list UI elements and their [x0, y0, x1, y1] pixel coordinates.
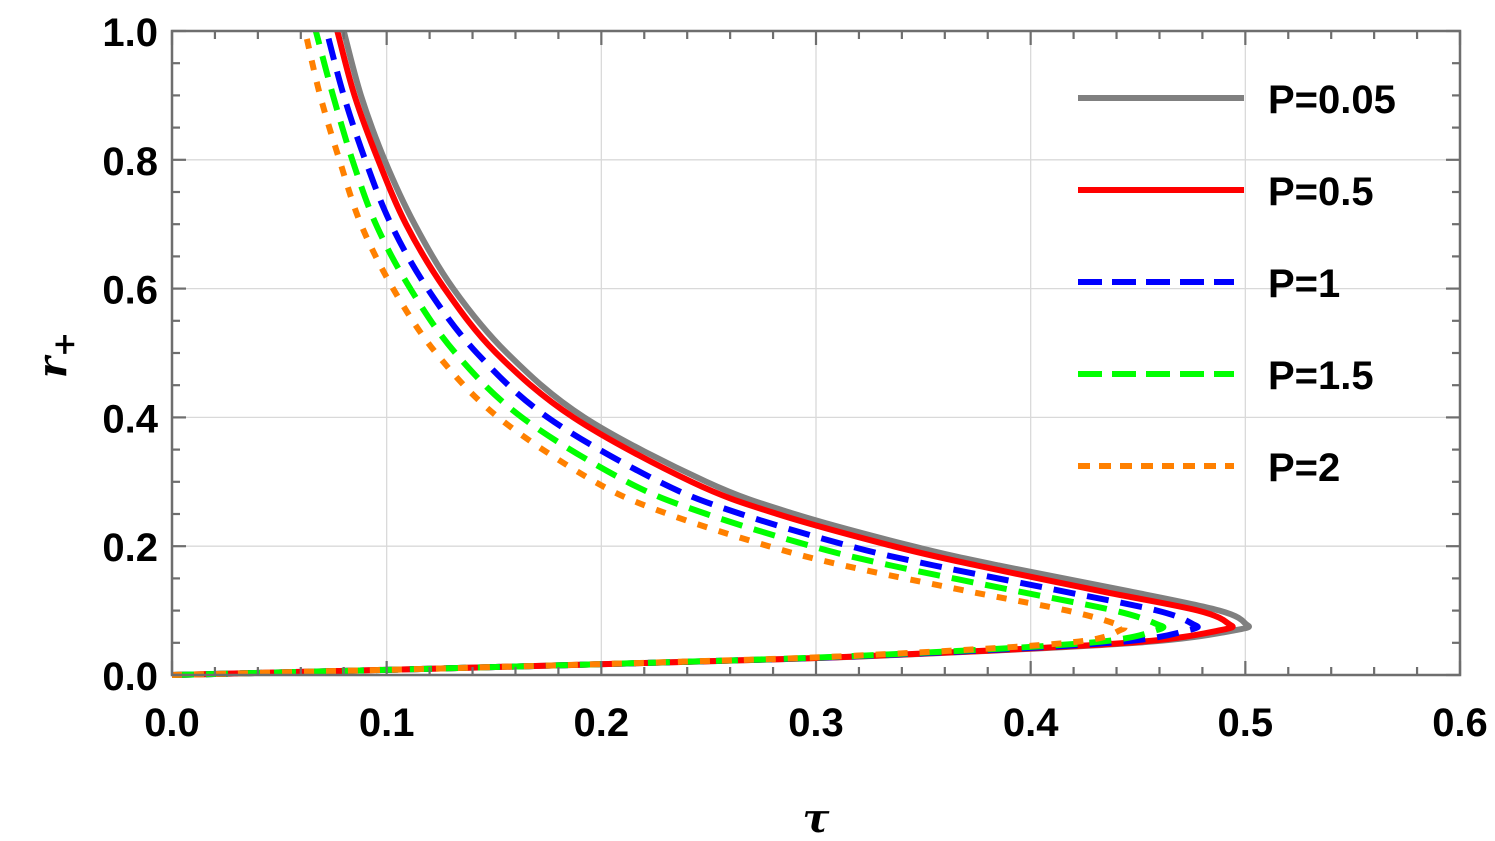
y-tick-label: 0.0 [102, 655, 158, 699]
ticks: 0.0 0.1 0.2 0.3 0.4 0.5 0.6 0.0 0.2 0.4 0.6 0.8 1.0 [102, 11, 1487, 745]
series-layer [172, 30, 1252, 678]
y-axis-label: r+ [29, 332, 82, 378]
x-tick-label: 0.0 [144, 701, 200, 745]
y-axis-label-group: r+ [29, 332, 82, 378]
legend-item: P=0.5 [1078, 170, 1374, 214]
legend-label: P=0.5 [1268, 170, 1374, 214]
y-axis-label-main: r [29, 354, 76, 378]
legend: P=0.05 P=0.5 P=1 P=1.5 P=2 [1078, 78, 1396, 490]
legend-item: P=1.5 [1078, 354, 1374, 398]
x-tick-label: 0.1 [359, 701, 415, 745]
legend-label: P=1 [1268, 262, 1340, 306]
y-tick-label: 0.4 [102, 397, 158, 441]
x-axis-label: τ [803, 795, 830, 841]
grid [172, 31, 1460, 675]
x-tick-label: 0.3 [788, 701, 844, 745]
legend-label: P=2 [1268, 446, 1340, 490]
y-tick-label: 0.6 [102, 269, 158, 313]
y-axis-label-subscript: + [47, 332, 82, 357]
series-line-p-2 [172, 30, 1128, 678]
y-tick-label: 0.2 [102, 526, 158, 570]
legend-label: P=0.05 [1268, 78, 1396, 122]
y-tick-label: 0.8 [102, 140, 158, 184]
series-line-p-1 [172, 30, 1201, 678]
legend-label: P=1.5 [1268, 354, 1374, 398]
x-tick-label: 0.2 [574, 701, 630, 745]
x-tick-label: 0.5 [1218, 701, 1274, 745]
series-line-p-1-5 [172, 30, 1167, 678]
legend-item: P=1 [1078, 262, 1340, 306]
y-tick-label: 1.0 [102, 11, 158, 55]
legend-item: P=0.05 [1078, 78, 1396, 122]
legend-item: P=2 [1078, 446, 1340, 490]
x-tick-label: 0.4 [1003, 701, 1059, 745]
x-tick-label: 0.6 [1432, 701, 1488, 745]
series-line-p-0-05 [172, 30, 1252, 678]
